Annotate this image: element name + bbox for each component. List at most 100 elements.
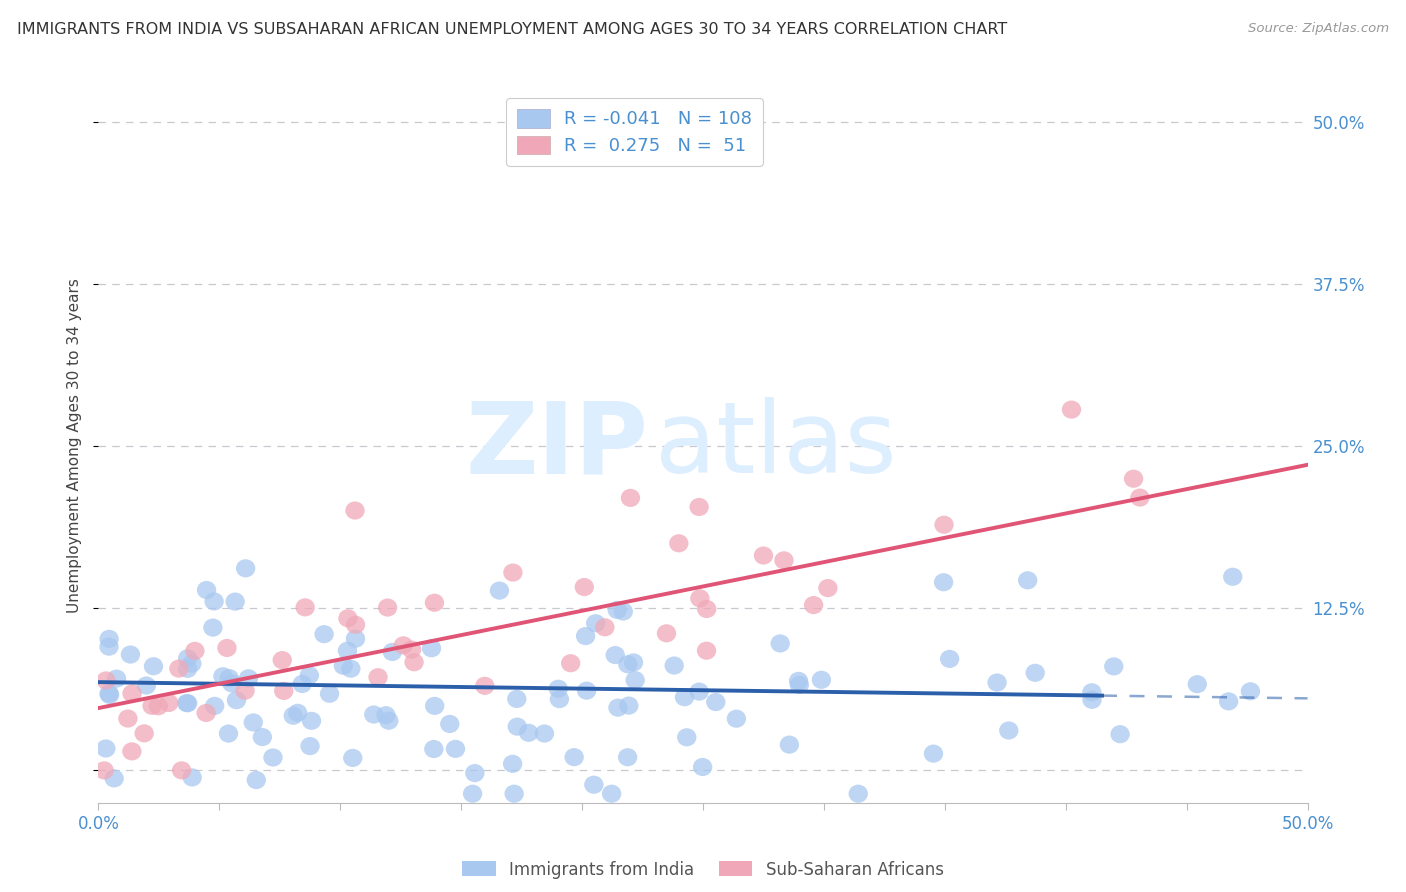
Ellipse shape bbox=[619, 748, 637, 766]
Ellipse shape bbox=[941, 650, 959, 668]
Ellipse shape bbox=[609, 698, 627, 716]
Ellipse shape bbox=[100, 630, 118, 648]
Ellipse shape bbox=[1062, 401, 1081, 418]
Ellipse shape bbox=[606, 646, 624, 665]
Ellipse shape bbox=[602, 785, 621, 803]
Ellipse shape bbox=[1111, 725, 1130, 743]
Ellipse shape bbox=[378, 599, 398, 616]
Ellipse shape bbox=[204, 618, 222, 637]
Ellipse shape bbox=[690, 590, 710, 607]
Ellipse shape bbox=[243, 714, 263, 731]
Ellipse shape bbox=[380, 712, 398, 730]
Ellipse shape bbox=[503, 755, 522, 773]
Ellipse shape bbox=[689, 682, 709, 701]
Ellipse shape bbox=[1219, 692, 1239, 710]
Ellipse shape bbox=[621, 489, 640, 507]
Ellipse shape bbox=[626, 671, 645, 690]
Ellipse shape bbox=[818, 579, 838, 597]
Ellipse shape bbox=[849, 785, 868, 803]
Ellipse shape bbox=[239, 669, 259, 688]
Ellipse shape bbox=[446, 739, 465, 758]
Y-axis label: Unemployment Among Ages 30 to 34 years: Unemployment Among Ages 30 to 34 years bbox=[67, 278, 83, 614]
Ellipse shape bbox=[183, 655, 201, 673]
Ellipse shape bbox=[693, 758, 713, 776]
Ellipse shape bbox=[508, 690, 526, 708]
Ellipse shape bbox=[425, 697, 444, 715]
Ellipse shape bbox=[489, 582, 509, 599]
Ellipse shape bbox=[935, 516, 953, 533]
Ellipse shape bbox=[179, 694, 197, 713]
Text: atlas: atlas bbox=[655, 398, 896, 494]
Ellipse shape bbox=[343, 749, 363, 767]
Ellipse shape bbox=[1123, 470, 1143, 488]
Ellipse shape bbox=[754, 547, 773, 565]
Ellipse shape bbox=[394, 636, 413, 655]
Ellipse shape bbox=[94, 761, 114, 780]
Ellipse shape bbox=[142, 697, 162, 714]
Ellipse shape bbox=[273, 651, 292, 669]
Ellipse shape bbox=[382, 643, 402, 661]
Ellipse shape bbox=[342, 659, 360, 678]
Ellipse shape bbox=[107, 670, 127, 688]
Ellipse shape bbox=[665, 657, 683, 674]
Ellipse shape bbox=[1025, 664, 1045, 681]
Ellipse shape bbox=[219, 724, 238, 743]
Ellipse shape bbox=[135, 724, 153, 742]
Ellipse shape bbox=[422, 640, 441, 657]
Ellipse shape bbox=[1018, 571, 1038, 590]
Ellipse shape bbox=[1130, 489, 1150, 507]
Ellipse shape bbox=[697, 600, 717, 618]
Ellipse shape bbox=[225, 592, 245, 611]
Ellipse shape bbox=[274, 681, 294, 700]
Ellipse shape bbox=[122, 742, 142, 761]
Ellipse shape bbox=[100, 686, 120, 704]
Ellipse shape bbox=[697, 641, 716, 660]
Ellipse shape bbox=[613, 602, 633, 621]
Ellipse shape bbox=[122, 684, 142, 703]
Ellipse shape bbox=[1083, 683, 1101, 701]
Ellipse shape bbox=[1223, 567, 1243, 586]
Text: ZIP: ZIP bbox=[465, 398, 648, 494]
Ellipse shape bbox=[346, 630, 366, 648]
Ellipse shape bbox=[1083, 690, 1102, 709]
Ellipse shape bbox=[197, 704, 215, 722]
Ellipse shape bbox=[564, 748, 583, 766]
Ellipse shape bbox=[292, 675, 312, 693]
Ellipse shape bbox=[1188, 675, 1206, 693]
Ellipse shape bbox=[333, 657, 353, 675]
Ellipse shape bbox=[790, 676, 808, 694]
Ellipse shape bbox=[624, 653, 643, 672]
Ellipse shape bbox=[179, 649, 197, 667]
Ellipse shape bbox=[465, 764, 485, 782]
Ellipse shape bbox=[183, 768, 202, 787]
Ellipse shape bbox=[368, 668, 388, 686]
Text: Source: ZipAtlas.com: Source: ZipAtlas.com bbox=[1249, 22, 1389, 36]
Ellipse shape bbox=[235, 681, 254, 700]
Ellipse shape bbox=[263, 748, 283, 766]
Ellipse shape bbox=[118, 709, 138, 728]
Ellipse shape bbox=[780, 736, 799, 754]
Ellipse shape bbox=[284, 706, 302, 725]
Ellipse shape bbox=[177, 694, 197, 712]
Ellipse shape bbox=[1240, 682, 1260, 700]
Ellipse shape bbox=[315, 625, 333, 643]
Ellipse shape bbox=[576, 627, 595, 645]
Ellipse shape bbox=[575, 578, 593, 596]
Ellipse shape bbox=[172, 761, 191, 780]
Ellipse shape bbox=[619, 697, 638, 714]
Ellipse shape bbox=[159, 694, 179, 712]
Legend: Immigrants from India, Sub-Saharan Africans: Immigrants from India, Sub-Saharan Afric… bbox=[456, 854, 950, 885]
Ellipse shape bbox=[214, 667, 232, 685]
Ellipse shape bbox=[619, 656, 637, 673]
Ellipse shape bbox=[706, 693, 725, 711]
Ellipse shape bbox=[295, 599, 315, 616]
Ellipse shape bbox=[519, 723, 538, 742]
Ellipse shape bbox=[508, 717, 527, 736]
Ellipse shape bbox=[346, 615, 366, 634]
Ellipse shape bbox=[186, 641, 204, 660]
Ellipse shape bbox=[576, 681, 596, 699]
Ellipse shape bbox=[1000, 722, 1018, 739]
Ellipse shape bbox=[364, 706, 384, 723]
Ellipse shape bbox=[463, 785, 482, 803]
Ellipse shape bbox=[253, 728, 271, 746]
